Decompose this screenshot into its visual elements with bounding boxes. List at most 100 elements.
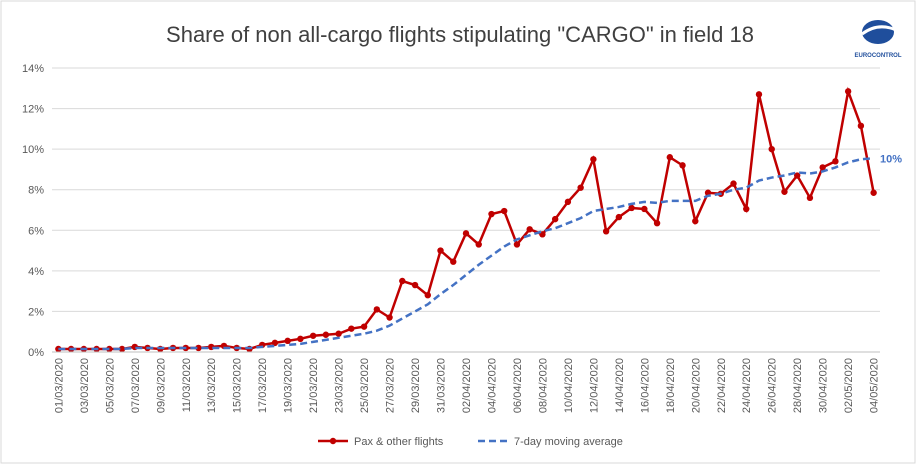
data-point — [819, 164, 826, 171]
x-tick-label: 04/05/2020 — [869, 358, 881, 413]
data-point — [450, 258, 457, 265]
legend-label: Pax & other flights — [354, 436, 444, 448]
x-tick-label: 12/04/2020 — [588, 358, 600, 413]
data-point — [386, 314, 393, 321]
annotation: 10% — [880, 153, 902, 165]
data-point — [348, 325, 355, 332]
x-tick-label: 24/04/2020 — [741, 358, 753, 413]
data-point — [424, 292, 431, 299]
data-point — [360, 323, 368, 330]
data-point — [755, 91, 763, 98]
y-tick-label: 12% — [22, 104, 44, 116]
x-tick-label: 05/03/2020 — [104, 358, 116, 413]
x-tick-label: 28/04/2020 — [792, 358, 804, 413]
data-point — [679, 162, 686, 169]
data-point — [653, 219, 661, 227]
chart-title: Share of non all-cargo flights stipulati… — [166, 22, 754, 47]
data-point — [462, 230, 470, 237]
x-tick-label: 31/03/2020 — [436, 358, 448, 413]
x-tick-label: 01/03/2020 — [53, 358, 65, 413]
x-tick-label: 10/04/2020 — [563, 358, 575, 413]
data-point — [551, 215, 559, 223]
data-point — [322, 331, 330, 338]
x-tick-label: 23/03/2020 — [334, 358, 346, 413]
data-point — [118, 345, 126, 353]
x-tick-label: 19/03/2020 — [283, 358, 295, 413]
logo: EUROCONTROL — [855, 20, 902, 59]
x-tick-label: 26/04/2020 — [767, 358, 779, 413]
legend-marker — [329, 437, 337, 445]
data-point — [844, 88, 852, 95]
data-point — [602, 228, 610, 235]
x-tick-label: 22/04/2020 — [716, 358, 728, 413]
data-point — [373, 306, 381, 313]
data-point — [794, 172, 801, 179]
x-tick-label: 16/04/2020 — [639, 358, 651, 413]
x-tick-label: 21/03/2020 — [308, 358, 320, 413]
logo-swoosh — [861, 25, 897, 36]
data-point — [781, 188, 788, 195]
data-point — [628, 204, 635, 212]
x-tick-label: 18/04/2020 — [665, 358, 677, 413]
data-point — [743, 205, 750, 213]
x-tick-label: 06/04/2020 — [512, 358, 524, 413]
data-point — [271, 339, 279, 347]
data-point — [309, 332, 317, 339]
data-point — [297, 335, 304, 343]
data-point — [857, 122, 865, 130]
data-point — [615, 213, 623, 221]
series-line — [58, 157, 874, 351]
data-point — [768, 145, 775, 153]
x-tick-label: 30/04/2020 — [818, 358, 830, 413]
data-point — [335, 330, 342, 337]
data-point — [590, 156, 597, 163]
data-point — [730, 180, 737, 187]
data-point — [641, 205, 648, 213]
data-point — [399, 277, 406, 285]
x-tick-label: 03/03/2020 — [79, 358, 91, 413]
data-point — [870, 189, 877, 196]
data-point — [411, 281, 419, 289]
legend-label: 7-day moving average — [514, 436, 623, 448]
data-point — [806, 194, 814, 202]
data-point — [666, 154, 674, 161]
data-point — [284, 337, 291, 345]
x-tick-label: 09/03/2020 — [155, 358, 167, 413]
x-tick-label: 02/04/2020 — [461, 358, 473, 413]
x-tick-label: 04/04/2020 — [486, 358, 498, 413]
data-point — [501, 207, 508, 215]
y-tick-label: 8% — [28, 185, 44, 197]
x-tick-label: 02/05/2020 — [843, 358, 855, 413]
data-point — [195, 344, 202, 352]
x-tick-label: 17/03/2020 — [257, 358, 269, 413]
y-tick-label: 14% — [22, 63, 44, 75]
y-tick-label: 2% — [28, 306, 44, 318]
data-point — [692, 217, 699, 225]
x-tick-label: 25/03/2020 — [359, 358, 371, 413]
x-tick-label: 20/04/2020 — [690, 358, 702, 413]
logo-text: EUROCONTROL — [855, 53, 902, 59]
y-tick-label: 6% — [28, 225, 44, 237]
x-tick-label: 27/03/2020 — [385, 358, 397, 413]
data-point — [564, 198, 572, 206]
data-point — [577, 184, 584, 191]
data-point — [475, 241, 482, 248]
legend: Pax & other flights 7-day moving average — [318, 436, 623, 448]
y-tick-label: 10% — [22, 144, 44, 156]
data-point — [513, 241, 521, 248]
x-tick-label: 29/03/2020 — [410, 358, 422, 413]
y-tick-label: 4% — [28, 266, 44, 278]
x-tick-label: 11/03/2020 — [181, 358, 193, 412]
data-point — [832, 158, 839, 165]
data-point — [526, 226, 533, 233]
data-point — [437, 247, 444, 254]
x-tick-label: 14/04/2020 — [614, 358, 626, 413]
x-tick-label: 07/03/2020 — [130, 358, 142, 413]
x-tick-label: 13/03/2020 — [206, 358, 218, 413]
y-tick-label: 0% — [28, 347, 44, 359]
x-tick-label: 15/03/2020 — [232, 358, 244, 413]
data-point — [488, 210, 495, 218]
x-tick-label: 08/04/2020 — [537, 358, 549, 413]
